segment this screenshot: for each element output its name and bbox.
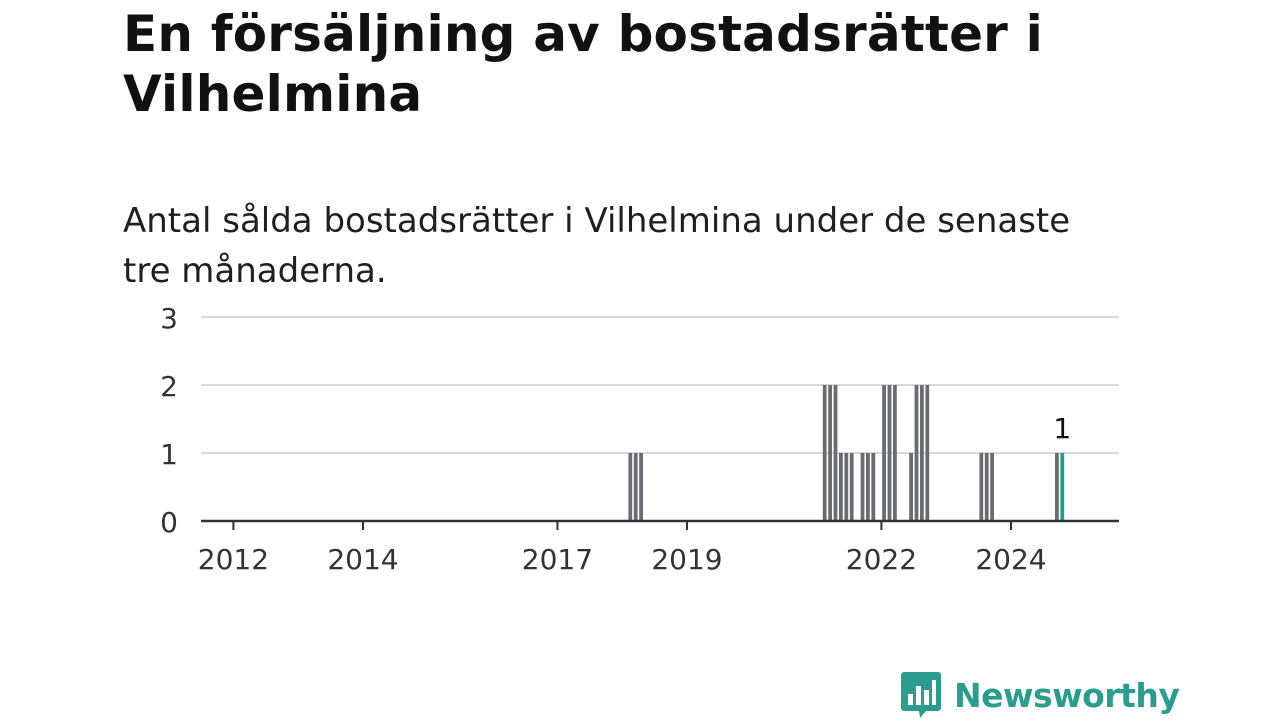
bar: [925, 385, 930, 521]
bar: [920, 385, 924, 521]
x-tick-label: 2022: [846, 543, 917, 576]
bar: [909, 453, 913, 521]
bar: [866, 453, 870, 521]
bar: [633, 453, 638, 521]
bar: [628, 453, 633, 521]
bar-chart-speech-bubble-icon: [901, 672, 941, 718]
bar: [849, 453, 854, 521]
bar: [914, 385, 919, 521]
grid-lines: [201, 316, 1119, 454]
chart-subtitle: Antal sålda bostadsrätter i Vilhelmina u…: [123, 201, 1071, 291]
bar: [871, 453, 876, 521]
bar: [828, 385, 832, 521]
chart-title: En försäljning av bostadsrätter i Vilhel…: [123, 5, 1043, 123]
y-tick-label: 1: [160, 438, 178, 471]
annotations: 1: [1053, 412, 1071, 445]
bar: [893, 385, 897, 521]
x-axis-labels: 2012 2014 2017 2019 2022 2024: [198, 543, 1047, 576]
bar: [979, 453, 984, 521]
bar: [844, 453, 849, 521]
y-tick-label: 3: [160, 302, 178, 335]
bar: [839, 453, 843, 521]
bar: [822, 385, 827, 521]
x-tick-label: 2017: [522, 543, 593, 576]
x-tick-label: 2019: [651, 543, 722, 576]
y-tick-label: 2: [160, 370, 178, 403]
bar: [984, 453, 989, 521]
bar: [990, 453, 994, 521]
data-label: 1: [1053, 412, 1071, 445]
x-axis: [201, 519, 1119, 530]
bars: [628, 385, 1065, 521]
y-tick-label: 0: [160, 506, 178, 539]
x-tick-label: 2014: [327, 543, 398, 576]
bar: [833, 385, 838, 521]
bar: [639, 453, 643, 521]
brand-logo: Newsworthy: [900, 670, 1180, 720]
bar: [860, 453, 865, 521]
bar: [882, 385, 886, 521]
x-tick-label: 2024: [975, 543, 1046, 576]
bar: [887, 385, 892, 521]
x-tick-label: 2012: [198, 543, 269, 576]
bar-latest: [1060, 453, 1065, 521]
bar: [1055, 453, 1059, 521]
y-axis-labels: 0 1 2 3: [160, 302, 178, 539]
brand-name: Newsworthy: [954, 675, 1180, 715]
